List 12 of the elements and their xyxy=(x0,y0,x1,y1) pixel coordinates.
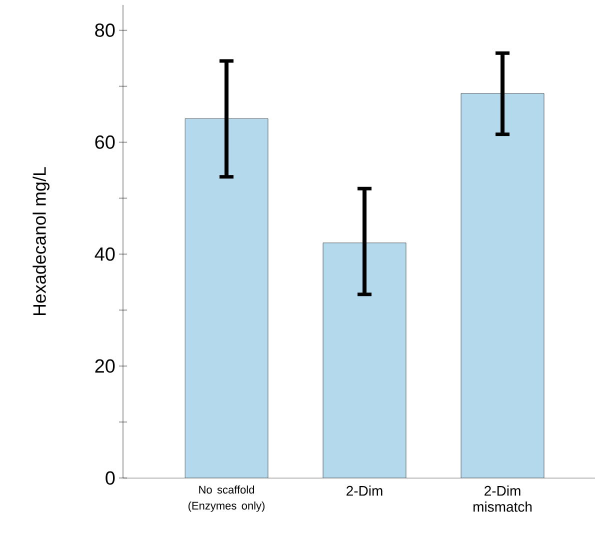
bar xyxy=(184,118,268,478)
y-tick-label: 20 xyxy=(95,359,115,373)
y-tick-label: 60 xyxy=(95,135,115,149)
bar xyxy=(322,242,406,478)
y-tick-label: 0 xyxy=(106,471,115,485)
y-axis-title: Hexadecanol mg/L xyxy=(32,167,50,316)
x-tick-label: 2-Dim xyxy=(346,486,382,496)
y-tick-label: 40 xyxy=(94,247,115,261)
y-tick-label: 80 xyxy=(95,23,115,37)
x-tick-label: 2-Dim mismatch xyxy=(474,486,532,512)
x-tick-label: No scaffold (Enzymes only) xyxy=(188,486,265,512)
bar xyxy=(460,93,544,478)
